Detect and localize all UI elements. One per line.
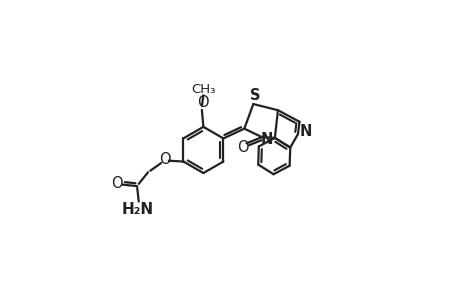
Text: H₂N: H₂N <box>121 202 153 217</box>
Text: O: O <box>196 95 208 110</box>
Text: N: N <box>299 124 311 139</box>
Text: O: O <box>236 140 248 154</box>
Text: O: O <box>159 152 170 167</box>
Text: S: S <box>249 88 259 103</box>
Text: CH₃: CH₃ <box>191 82 215 96</box>
Text: N: N <box>260 132 273 147</box>
Text: O: O <box>111 176 123 191</box>
